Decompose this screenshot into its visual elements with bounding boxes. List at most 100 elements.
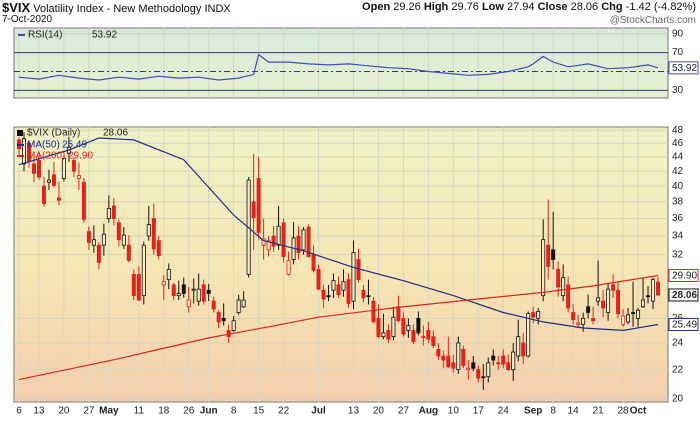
candle-body: [126, 244, 131, 261]
candle-body: [231, 320, 236, 331]
candle-body: [611, 284, 616, 291]
legend-name: MA(200): [27, 151, 65, 162]
rsi-panel: [13, 27, 669, 99]
candle-body: [571, 312, 576, 320]
x-tick-label: 13: [33, 406, 45, 417]
candle-body: [21, 138, 26, 165]
candle-body: [96, 244, 101, 263]
candle-body: [616, 289, 621, 315]
candle-body: [251, 201, 256, 219]
candle-body: [51, 174, 56, 186]
x-tick-label: 6: [16, 406, 22, 417]
candle-body: [551, 249, 556, 260]
x-tick-label: 15: [253, 406, 265, 417]
candle-body: [406, 325, 411, 331]
candle-body: [306, 226, 311, 257]
candle-body: [156, 240, 161, 257]
x-tick-label: 27: [83, 406, 95, 417]
candle-body: [381, 332, 386, 338]
y-tick-label: 38: [672, 197, 684, 208]
candle-body: [471, 362, 476, 369]
quote-value: -1.42: [625, 1, 651, 13]
candle-body: [171, 284, 176, 297]
value-tag: [668, 288, 699, 302]
candle-body: [31, 163, 36, 174]
candle-body: [366, 295, 371, 298]
value-tag-label: 53.92: [672, 63, 697, 74]
candle-body: [601, 300, 606, 309]
candle-body: [576, 322, 581, 325]
date: 7-Oct-2020: [2, 14, 53, 25]
candle-body: [236, 299, 241, 313]
candle-body: [176, 293, 181, 297]
instrument-name: Volatility Index - New Methodology: [33, 3, 202, 15]
candle-body: [456, 342, 461, 371]
candle-body: [401, 317, 406, 335]
candle-body: [431, 336, 436, 346]
x-tick-label: Jul: [311, 406, 326, 417]
candle-body: [36, 159, 41, 178]
candle-body: [426, 330, 431, 340]
candle-body: [276, 225, 281, 246]
legend-swatch: [17, 130, 23, 136]
candle-body: [341, 281, 346, 291]
candle-body: [626, 314, 631, 323]
candle-body: [361, 289, 366, 299]
candle-body: [526, 313, 531, 357]
x-tick-label: 8: [550, 406, 556, 417]
candle-body: [491, 355, 496, 361]
y-tick-label: 44: [672, 152, 684, 163]
y-tick-label: 34: [672, 231, 684, 242]
candle-body: [441, 355, 446, 361]
x-tick-label: Sep: [524, 406, 542, 417]
candle-body: [266, 240, 271, 251]
change-pct: (-4.82%): [653, 1, 696, 13]
candle-body: [371, 300, 376, 323]
candle-body: [636, 309, 641, 319]
candle-body: [301, 229, 306, 251]
candle-body: [446, 355, 451, 368]
candle-body: [656, 281, 661, 296]
candle-body: [76, 175, 81, 179]
candle-body: [621, 315, 626, 325]
candle-body: [476, 369, 481, 379]
candle-body: [546, 244, 551, 267]
x-tick-label: May: [99, 406, 119, 417]
value-tag: [668, 268, 699, 282]
legend-name: MA(50): [27, 140, 60, 151]
legend-value: 25.49: [62, 140, 87, 151]
legend-value: 53.92: [92, 30, 117, 41]
quote-label: Chg: [601, 1, 623, 13]
x-tick-label: 13: [348, 406, 360, 417]
candle-body: [106, 208, 111, 219]
value-tag: [668, 317, 699, 331]
x-tick-label: 21: [593, 406, 605, 417]
candle-body: [271, 235, 276, 247]
candle-body: [646, 295, 651, 298]
candle-body: [136, 274, 141, 301]
candle-body: [501, 355, 506, 365]
candle-body: [421, 336, 426, 339]
candle-body: [91, 239, 96, 246]
candle-body: [286, 260, 291, 275]
candle-body: [521, 342, 526, 357]
candle-body: [46, 179, 51, 183]
candle-body: [596, 297, 601, 302]
candle-body: [346, 279, 351, 304]
x-tick-label: 26: [183, 406, 195, 417]
candle-body: [481, 376, 486, 379]
candle-body: [556, 268, 561, 288]
candle-body: [121, 234, 126, 246]
y-tick-label: 36: [672, 213, 684, 224]
candle-body: [461, 349, 466, 366]
candle-body: [541, 239, 546, 297]
candle-body: [511, 351, 516, 371]
candle-body: [181, 284, 186, 294]
x-tick-label: Jun: [200, 406, 218, 417]
candle-body: [196, 288, 201, 302]
candle-body: [116, 222, 121, 241]
candle-body: [161, 281, 166, 286]
candle-body: [216, 312, 221, 323]
